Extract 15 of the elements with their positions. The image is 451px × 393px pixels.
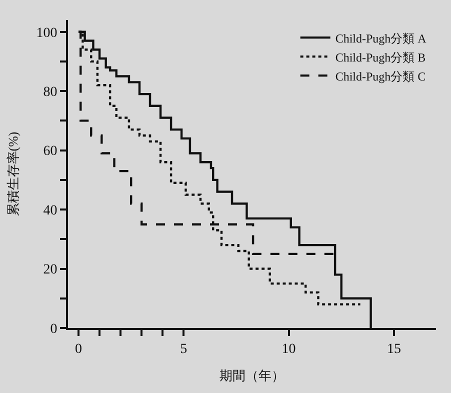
x-tick-label: 15	[386, 342, 401, 357]
x-axis-title: 期間（年）	[220, 368, 284, 383]
y-tick-label: 0	[50, 322, 58, 337]
y-tick-label: 80	[43, 84, 58, 100]
x-tick-label: 10	[282, 342, 296, 357]
y-tick-label: 100	[36, 26, 58, 41]
y-tick-label: 60	[43, 144, 58, 160]
legend-label: Child-Pugh分類 B	[335, 50, 426, 64]
x-tick-label: 0	[75, 342, 82, 357]
y-tick-label: 20	[43, 262, 58, 278]
y-tick-label: 40	[43, 203, 58, 218]
legend-label: Child-Pugh分類 C	[335, 69, 426, 84]
legend-label: Child-Pugh分類 A	[335, 31, 427, 46]
y-axis-title: 累積生存率(%)	[6, 132, 21, 216]
x-tick-label: 5	[180, 342, 188, 357]
